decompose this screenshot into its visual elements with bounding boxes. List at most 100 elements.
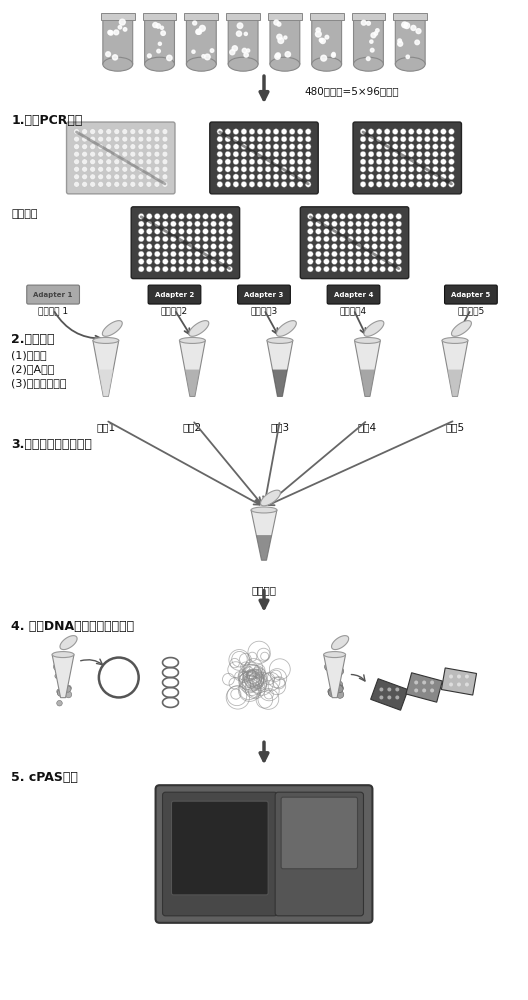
Circle shape — [368, 144, 374, 150]
Circle shape — [98, 144, 103, 150]
Circle shape — [449, 181, 454, 187]
Circle shape — [408, 129, 414, 134]
Circle shape — [130, 129, 136, 134]
Circle shape — [178, 213, 184, 219]
Circle shape — [336, 685, 343, 693]
Circle shape — [376, 129, 382, 134]
Circle shape — [396, 229, 402, 234]
Circle shape — [147, 54, 151, 58]
Text: 文库5: 文库5 — [446, 422, 465, 432]
Circle shape — [392, 166, 398, 172]
Circle shape — [65, 686, 71, 692]
Text: 480个样品=5×96个样品: 480个样品=5×96个样品 — [305, 86, 399, 96]
Circle shape — [297, 144, 303, 150]
Circle shape — [114, 166, 120, 172]
Circle shape — [114, 129, 120, 134]
Circle shape — [400, 174, 406, 180]
Circle shape — [332, 52, 335, 55]
Circle shape — [305, 151, 311, 157]
Circle shape — [285, 52, 290, 57]
Circle shape — [178, 236, 184, 242]
Circle shape — [249, 151, 255, 157]
Circle shape — [122, 129, 128, 134]
Circle shape — [227, 236, 232, 242]
Circle shape — [98, 129, 103, 134]
Circle shape — [335, 681, 343, 688]
Circle shape — [368, 136, 374, 142]
Circle shape — [163, 213, 168, 219]
Circle shape — [219, 259, 224, 264]
Circle shape — [372, 221, 378, 227]
Circle shape — [203, 266, 209, 272]
Circle shape — [154, 181, 160, 187]
Circle shape — [440, 129, 446, 134]
Circle shape — [74, 144, 79, 150]
Circle shape — [440, 136, 446, 142]
Circle shape — [138, 159, 144, 165]
Circle shape — [327, 659, 335, 668]
Circle shape — [384, 136, 390, 142]
Circle shape — [273, 159, 279, 165]
Circle shape — [241, 129, 247, 134]
Circle shape — [372, 229, 378, 234]
Circle shape — [392, 136, 398, 142]
Circle shape — [356, 266, 361, 272]
Circle shape — [449, 159, 454, 165]
Text: 1.多重PCR反应: 1.多重PCR反应 — [11, 114, 83, 127]
Circle shape — [449, 682, 453, 686]
Circle shape — [398, 39, 401, 43]
Circle shape — [289, 166, 295, 172]
Circle shape — [186, 229, 192, 234]
Bar — [310, 13, 344, 20]
Circle shape — [380, 695, 383, 699]
Circle shape — [203, 229, 209, 234]
Circle shape — [273, 136, 279, 142]
Circle shape — [154, 229, 160, 234]
Circle shape — [430, 688, 434, 692]
Circle shape — [320, 55, 327, 61]
Circle shape — [440, 174, 446, 180]
Circle shape — [154, 266, 160, 272]
Ellipse shape — [180, 337, 205, 343]
Ellipse shape — [395, 57, 425, 71]
Circle shape — [146, 213, 152, 219]
Circle shape — [114, 144, 120, 150]
Circle shape — [305, 159, 311, 165]
Circle shape — [395, 687, 399, 691]
Circle shape — [408, 174, 414, 180]
Circle shape — [356, 221, 361, 227]
Circle shape — [195, 236, 200, 242]
Circle shape — [307, 251, 313, 257]
Circle shape — [392, 174, 398, 180]
Circle shape — [364, 266, 370, 272]
Circle shape — [249, 166, 255, 172]
Circle shape — [219, 251, 224, 257]
Circle shape — [332, 259, 337, 264]
Circle shape — [347, 266, 353, 272]
Circle shape — [376, 181, 382, 187]
Circle shape — [56, 700, 62, 706]
Ellipse shape — [251, 507, 277, 513]
Circle shape — [396, 221, 402, 227]
Ellipse shape — [145, 57, 174, 71]
Circle shape — [305, 129, 311, 134]
Circle shape — [281, 159, 287, 165]
Polygon shape — [180, 340, 205, 396]
Circle shape — [465, 682, 469, 686]
Circle shape — [123, 28, 127, 31]
Circle shape — [257, 144, 263, 150]
Circle shape — [225, 151, 231, 157]
FancyBboxPatch shape — [156, 785, 372, 923]
Circle shape — [203, 236, 209, 242]
Circle shape — [219, 213, 224, 219]
FancyBboxPatch shape — [210, 122, 318, 194]
Circle shape — [249, 181, 255, 187]
FancyBboxPatch shape — [148, 285, 201, 304]
Circle shape — [202, 55, 205, 58]
Circle shape — [130, 151, 136, 157]
Circle shape — [368, 159, 374, 165]
Circle shape — [388, 695, 391, 699]
Circle shape — [178, 259, 184, 264]
Circle shape — [388, 244, 393, 249]
Circle shape — [273, 129, 279, 134]
